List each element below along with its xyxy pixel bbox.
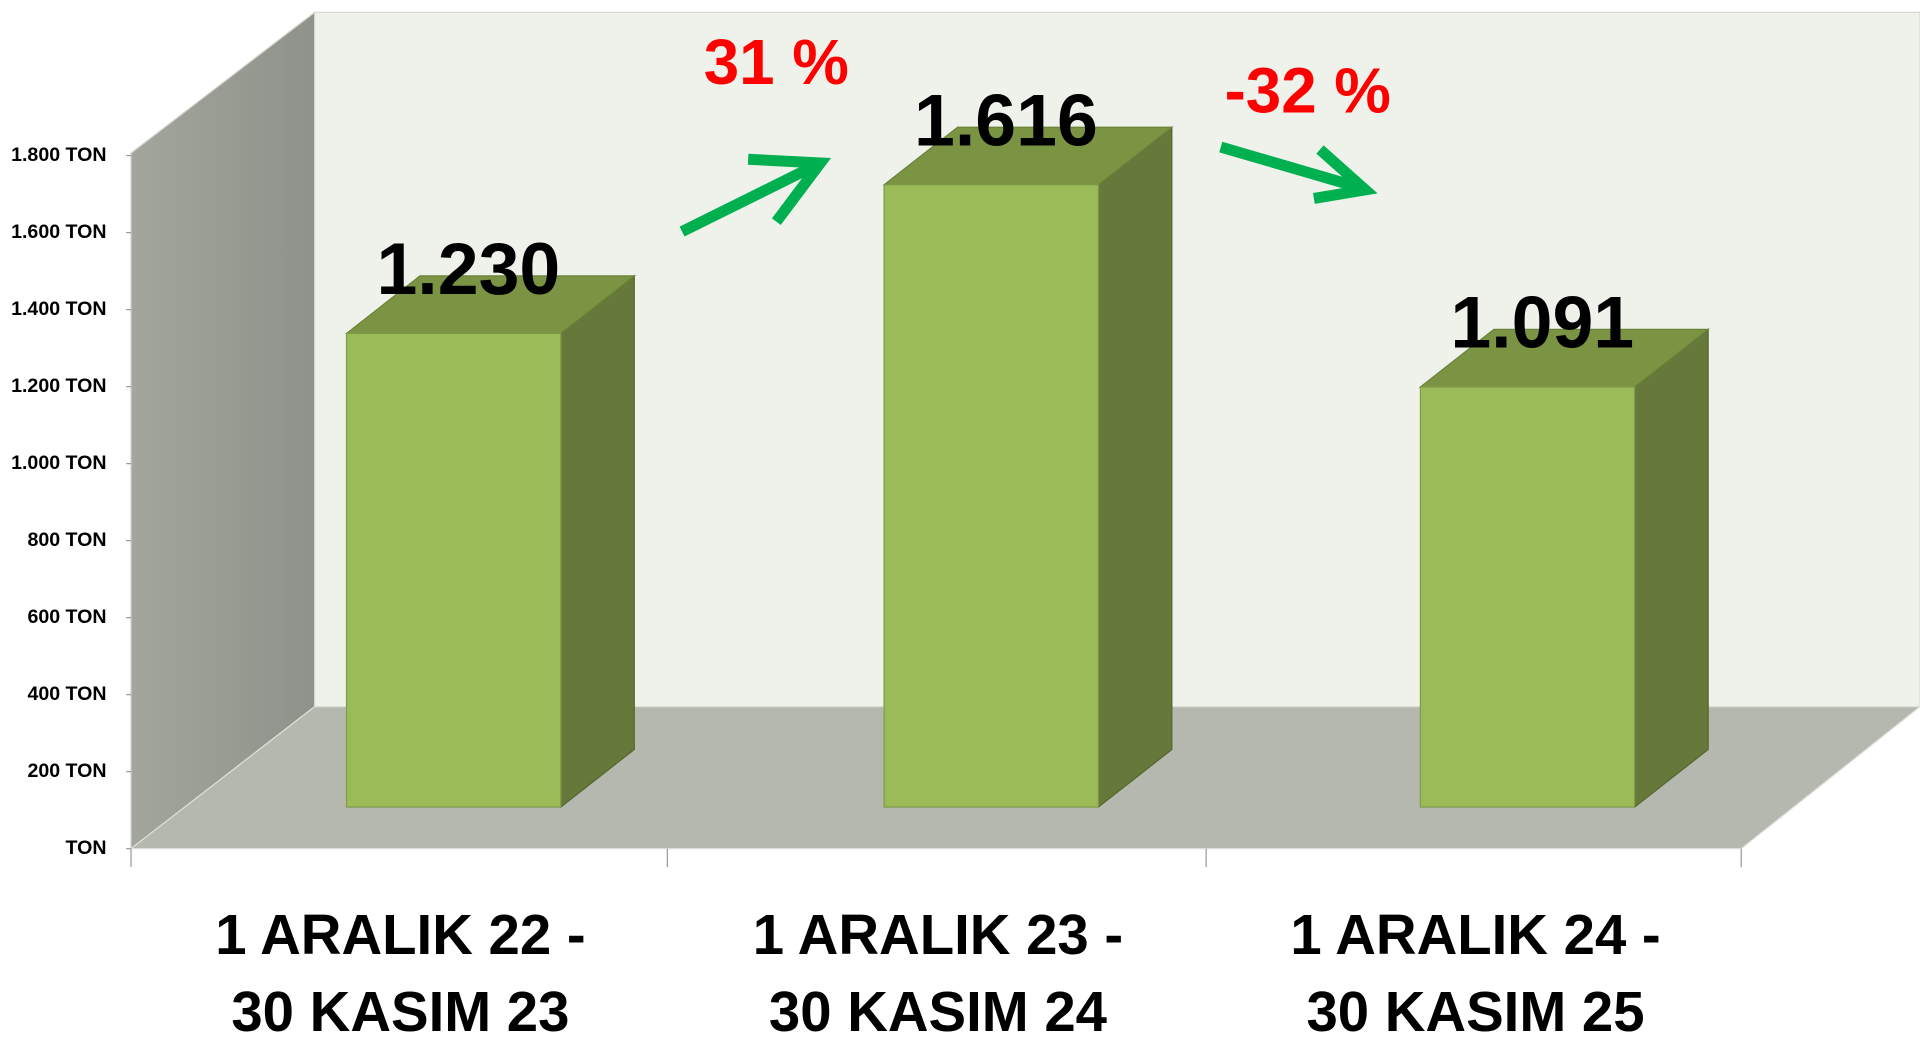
bar-front [345,332,562,808]
y-tick-label: TON [66,837,107,859]
y-tick-label: 800 TON [27,529,106,551]
arrow-up [679,153,832,237]
y-tick-label: 1.200 TON [11,375,106,397]
x-tick-label-box: 1 ARALIK 22 - 30 KASIM 23 [215,902,586,1041]
data-label: 1.616 [914,78,1098,161]
bar-front [883,184,1099,808]
x-tick-label-box: 1 ARALIK 23 - 30 KASIM 24 [752,902,1124,1041]
y-tick-label: 600 TON [27,606,106,628]
y-tick-label: 400 TON [27,683,106,705]
bar-front [1419,386,1636,808]
data-label: 1.230 [376,227,560,310]
left-wall [130,11,316,850]
x-tick-label: 1 ARALIK 23 - 30 KASIM 24 [752,902,1124,1041]
arrow-down [1219,141,1378,204]
annotation: -32 % [1225,55,1391,126]
bar [344,274,637,809]
annotation: 31 % [704,27,849,98]
x-tick-label: 1 ARALIK 24 - 30 KASIM 25 [1290,902,1661,1041]
bar-side [1097,126,1173,809]
y-tick-label: 200 TON [27,760,106,782]
x-tick-label: 1 ARALIK 22 - 30 KASIM 23 [215,902,586,1041]
bar [882,126,1174,809]
y-tick-label: 1.600 TON [11,221,106,243]
y-tick-label: 1.400 TON [11,298,106,320]
bar [1418,328,1710,809]
data-label: 1.091 [1450,281,1634,364]
bar-side [560,274,635,809]
y-tick-label: 1.800 TON [11,144,106,166]
bar-side [1634,328,1709,809]
x-tick-label-box: 1 ARALIK 24 - 30 KASIM 25 [1290,902,1661,1041]
y-tick-label: 1.000 TON [11,452,106,474]
